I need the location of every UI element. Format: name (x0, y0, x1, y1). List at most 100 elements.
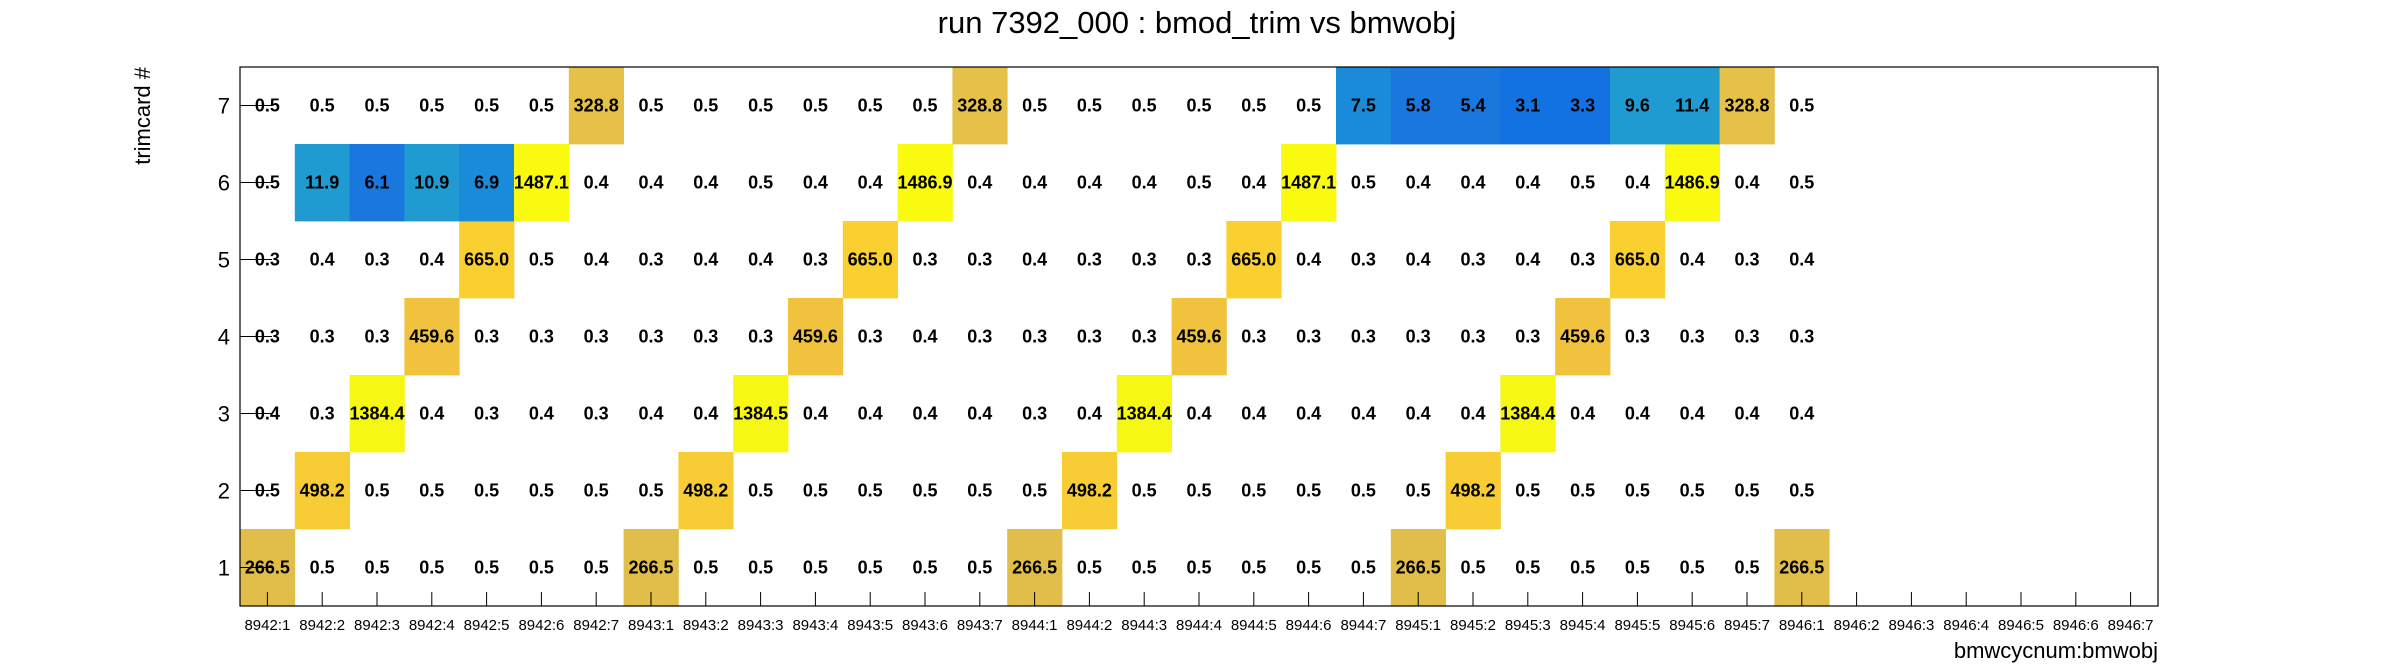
heatmap-cell (1390, 67, 1446, 145)
heatmap-cell-label: 0.5 (1296, 481, 1321, 501)
heatmap-cell-label: 0.5 (1186, 481, 1211, 501)
heatmap-cell-label: 0.4 (912, 327, 937, 347)
y-axis-title: trimcard # (130, 66, 155, 165)
heatmap-cell-label: 459.6 (1560, 327, 1605, 347)
x-tick-label: 8942:7 (573, 617, 619, 634)
heatmap-cell-label: 0.5 (529, 558, 554, 578)
heatmap-cell-label: 0.4 (858, 173, 883, 193)
heatmap-cell-label: 498.2 (683, 481, 728, 501)
heatmap-cell (514, 144, 570, 222)
heatmap-cell-label: 0.5 (748, 481, 773, 501)
heatmap-cell-label: 11.9 (305, 173, 339, 193)
x-tick-label: 8942:6 (518, 617, 564, 634)
heatmap-cell-label: 0.4 (1022, 173, 1047, 193)
heatmap-cell-label: 0.3 (858, 327, 883, 347)
heatmap-cell-label: 0.3 (638, 327, 663, 347)
heatmap-cell-label: 0.4 (1515, 173, 1540, 193)
heatmap-cell-label: 6.9 (474, 173, 499, 193)
heatmap-cell (349, 144, 405, 222)
heatmap-cell-label: 0.5 (1022, 481, 1047, 501)
heatmap-cell-label: 0.5 (1680, 558, 1705, 578)
heatmap-cell-label: 0.5 (419, 481, 444, 501)
heatmap-cell (568, 67, 624, 145)
heatmap-cell-label: 0.3 (364, 327, 389, 347)
heatmap-cell-label: 3.1 (1515, 96, 1540, 116)
heatmap-cell-label: 0.5 (529, 481, 554, 501)
heatmap-cell-label: 5.4 (1460, 96, 1485, 116)
heatmap-cell-label: 0.3 (693, 327, 718, 347)
x-tick-label: 8946:6 (2053, 617, 2099, 634)
heatmap-cell-label: 0.5 (584, 481, 609, 501)
heatmap-cell-label: 0.3 (1734, 250, 1759, 270)
heatmap-cell (1445, 452, 1501, 530)
heatmap-cell-label: 0.3 (1460, 327, 1485, 347)
heatmap-cell-label: 328.8 (957, 96, 1002, 116)
x-tick-label: 8946:4 (1943, 617, 1989, 634)
heatmap-cell-label: 0.5 (693, 558, 718, 578)
x-tick-label: 8945:3 (1505, 617, 1551, 634)
heatmap-cell (1719, 67, 1775, 145)
heatmap-cell-label: 0.4 (1351, 404, 1376, 424)
heatmap-cell-label: 0.5 (858, 558, 883, 578)
heatmap-cell-label: 0.3 (1406, 327, 1431, 347)
heatmap-cell (1664, 67, 1720, 145)
heatmap-cell-label: 0.4 (584, 173, 609, 193)
heatmap-cell-label: 0.5 (1734, 481, 1759, 501)
heatmap-cell-label: 498.2 (300, 481, 345, 501)
heatmap-cell (788, 298, 844, 376)
x-tick-label: 8945:2 (1450, 617, 1496, 634)
heatmap-cell-label: 0.3 (1351, 250, 1376, 270)
heatmap-cell-label: 0.4 (693, 173, 718, 193)
heatmap-cell-label: 0.3 (1077, 327, 1102, 347)
heatmap-cell-label: 0.5 (1570, 173, 1595, 193)
x-tick-label: 8942:5 (464, 617, 510, 634)
heatmap-cell-label: 0.5 (1186, 558, 1211, 578)
heatmap-cell-label: 1384.4 (349, 404, 404, 424)
heatmap-cell-label: 0.5 (1132, 558, 1157, 578)
heatmap-cells (240, 67, 1830, 607)
x-axis-ticks: 8942:1 8942:2 8942:3 8942:4 8942:5 8942:6 8942… (244, 592, 2154, 634)
heatmap-cell-label: 0.3 (584, 404, 609, 424)
heatmap-cell (1610, 67, 1666, 145)
heatmap-cell (952, 67, 1008, 145)
heatmap-cell-label: 328.8 (1724, 96, 1769, 116)
heatmap-cell-label: 0.4 (584, 250, 609, 270)
heatmap-cell-label: 3.3 (1570, 96, 1595, 116)
x-tick-label: 8943:5 (847, 617, 893, 634)
heatmap-cell-label: 0.4 (1789, 250, 1814, 270)
heatmap-cell-label: 0.3 (364, 250, 389, 270)
x-tick-label: 8946:7 (2108, 617, 2154, 634)
heatmap-cell-label: 0.5 (803, 481, 828, 501)
x-tick-label: 8943:4 (792, 617, 838, 634)
heatmap-cell-label: 0.3 (1789, 327, 1814, 347)
heatmap-cell-label: 0.4 (748, 250, 773, 270)
x-axis-title: bmwcycnum:bmwobj (1954, 638, 2158, 663)
heatmap-cell (1445, 67, 1501, 145)
heatmap-cell-label: 0.5 (912, 96, 937, 116)
heatmap-cell-label: 665.0 (848, 250, 893, 270)
x-tick-label: 8945:1 (1395, 617, 1441, 634)
heatmap-cell-label: 0.5 (1789, 96, 1814, 116)
heatmap-cell (1500, 67, 1556, 145)
heatmap-cell-label: 0.3 (1132, 250, 1157, 270)
heatmap-cell-label: 0.3 (1460, 250, 1485, 270)
x-tick-label: 8946:5 (1998, 617, 2044, 634)
x-tick-label: 8944:4 (1176, 617, 1222, 634)
heatmap-cell-label: 0.5 (364, 558, 389, 578)
heatmap-cell-label: 0.5 (1789, 173, 1814, 193)
heatmap-cell-label: 1486.9 (897, 173, 952, 193)
heatmap-cell-label: 0.4 (1077, 404, 1102, 424)
heatmap-cell-label: 0.5 (1351, 481, 1376, 501)
heatmap-cell (1116, 375, 1172, 453)
x-tick-label: 8944:5 (1231, 617, 1277, 634)
heatmap-cell-label: 11.4 (1675, 96, 1709, 116)
y-tick-label: 7 (218, 94, 230, 119)
heatmap-cell-label: 0.5 (1625, 558, 1650, 578)
heatmap-cell-label: 0.3 (310, 327, 335, 347)
heatmap-cell-label: 0.4 (1241, 173, 1266, 193)
heatmap-cell-label: 0.4 (693, 404, 718, 424)
heatmap-cell (1664, 144, 1720, 222)
x-tick-label: 8944:3 (1121, 617, 1167, 634)
heatmap-cell-label: 1486.9 (1665, 173, 1720, 193)
